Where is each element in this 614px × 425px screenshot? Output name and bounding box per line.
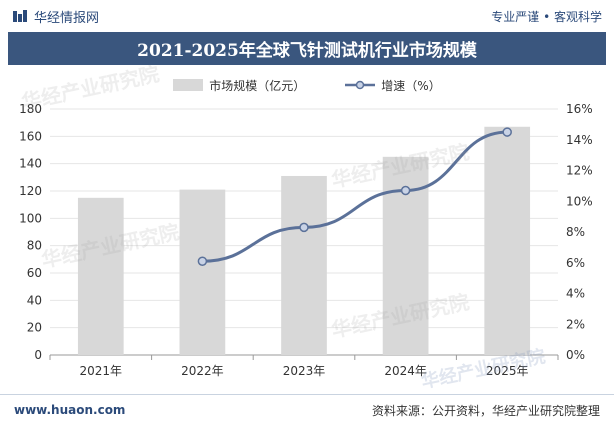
- legend-bar-label: 市场规模（亿元）: [209, 78, 306, 93]
- y-right-tick-label: 8%: [566, 225, 585, 239]
- legend-line-swatch: [345, 80, 376, 90]
- brand-logo-icon: [13, 10, 27, 22]
- legend-item-bar[interactable]: 市场规模（亿元）: [173, 76, 305, 94]
- footer: www.huaon.com 资料来源：公开资料，华经产业研究院整理: [0, 394, 614, 425]
- x-tick-label: 2023年: [283, 364, 326, 378]
- y-right-tick-label: 4%: [566, 287, 585, 301]
- bar: [179, 189, 226, 355]
- x-tick-label: 2022年: [181, 364, 224, 378]
- legend: 市场规模（亿元） 增速（%）: [0, 76, 614, 94]
- brand-name: 华经情报网: [34, 10, 100, 26]
- top-bar: 华经情报网 专业严谨 • 客观科学: [0, 0, 614, 32]
- y-right-tick-label: 14%: [566, 133, 593, 147]
- growth-point: [502, 127, 512, 137]
- x-tick-label: 2025年: [486, 364, 529, 378]
- y-right-tick-label: 10%: [566, 194, 593, 208]
- y-left-tick-label: 120: [19, 184, 42, 198]
- footer-url[interactable]: www.huaon.com: [14, 403, 126, 417]
- slogan: 专业严谨 • 客观科学: [491, 9, 602, 24]
- y-left-tick-label: 60: [27, 266, 42, 280]
- growth-point: [197, 256, 208, 266]
- chart-title: 2021-2025年全球飞针测试机行业市场规模: [8, 32, 606, 65]
- y-left-tick-label: 160: [19, 129, 42, 143]
- y-left-tick-label: 100: [19, 211, 42, 225]
- y-right-tick-label: 12%: [566, 164, 593, 178]
- y-left-tick-label: 140: [19, 157, 42, 171]
- growth-line: [202, 130, 508, 263]
- bar: [281, 175, 327, 355]
- bar: [77, 197, 124, 355]
- y-right-tick-label: 0%: [566, 348, 585, 362]
- y-left-tick-label: 180: [19, 102, 42, 116]
- legend-item-line[interactable]: 增速（%）: [345, 76, 441, 94]
- x-tick-label: 2024年: [384, 364, 427, 378]
- y-left-tick-label: 0: [34, 348, 42, 362]
- y-right-tick-label: 2%: [566, 317, 585, 331]
- brand[interactable]: 华经情报网: [12, 7, 99, 26]
- y-left-tick-label: 20: [27, 321, 42, 335]
- chart-area: 0 20 40 60 80 100 120 140 160 180 0% 2% 4% 6% 8% 10% 12%…: [19, 102, 593, 378]
- y-left-tick-label: 40: [27, 293, 42, 307]
- bar: [484, 126, 531, 356]
- y-right-tick-label: 16%: [566, 102, 593, 116]
- footer-source: 资料来源：公开资料，华经产业研究院整理: [371, 403, 600, 418]
- y-left-tick-label: 80: [27, 239, 42, 253]
- growth-point: [400, 185, 411, 196]
- legend-line-label: 增速（%）: [381, 78, 441, 93]
- legend-bar-swatch: [173, 79, 204, 91]
- y-right-tick-label: 6%: [566, 256, 585, 270]
- x-tick-label: 2021年: [80, 364, 123, 378]
- growth-point: [299, 222, 309, 233]
